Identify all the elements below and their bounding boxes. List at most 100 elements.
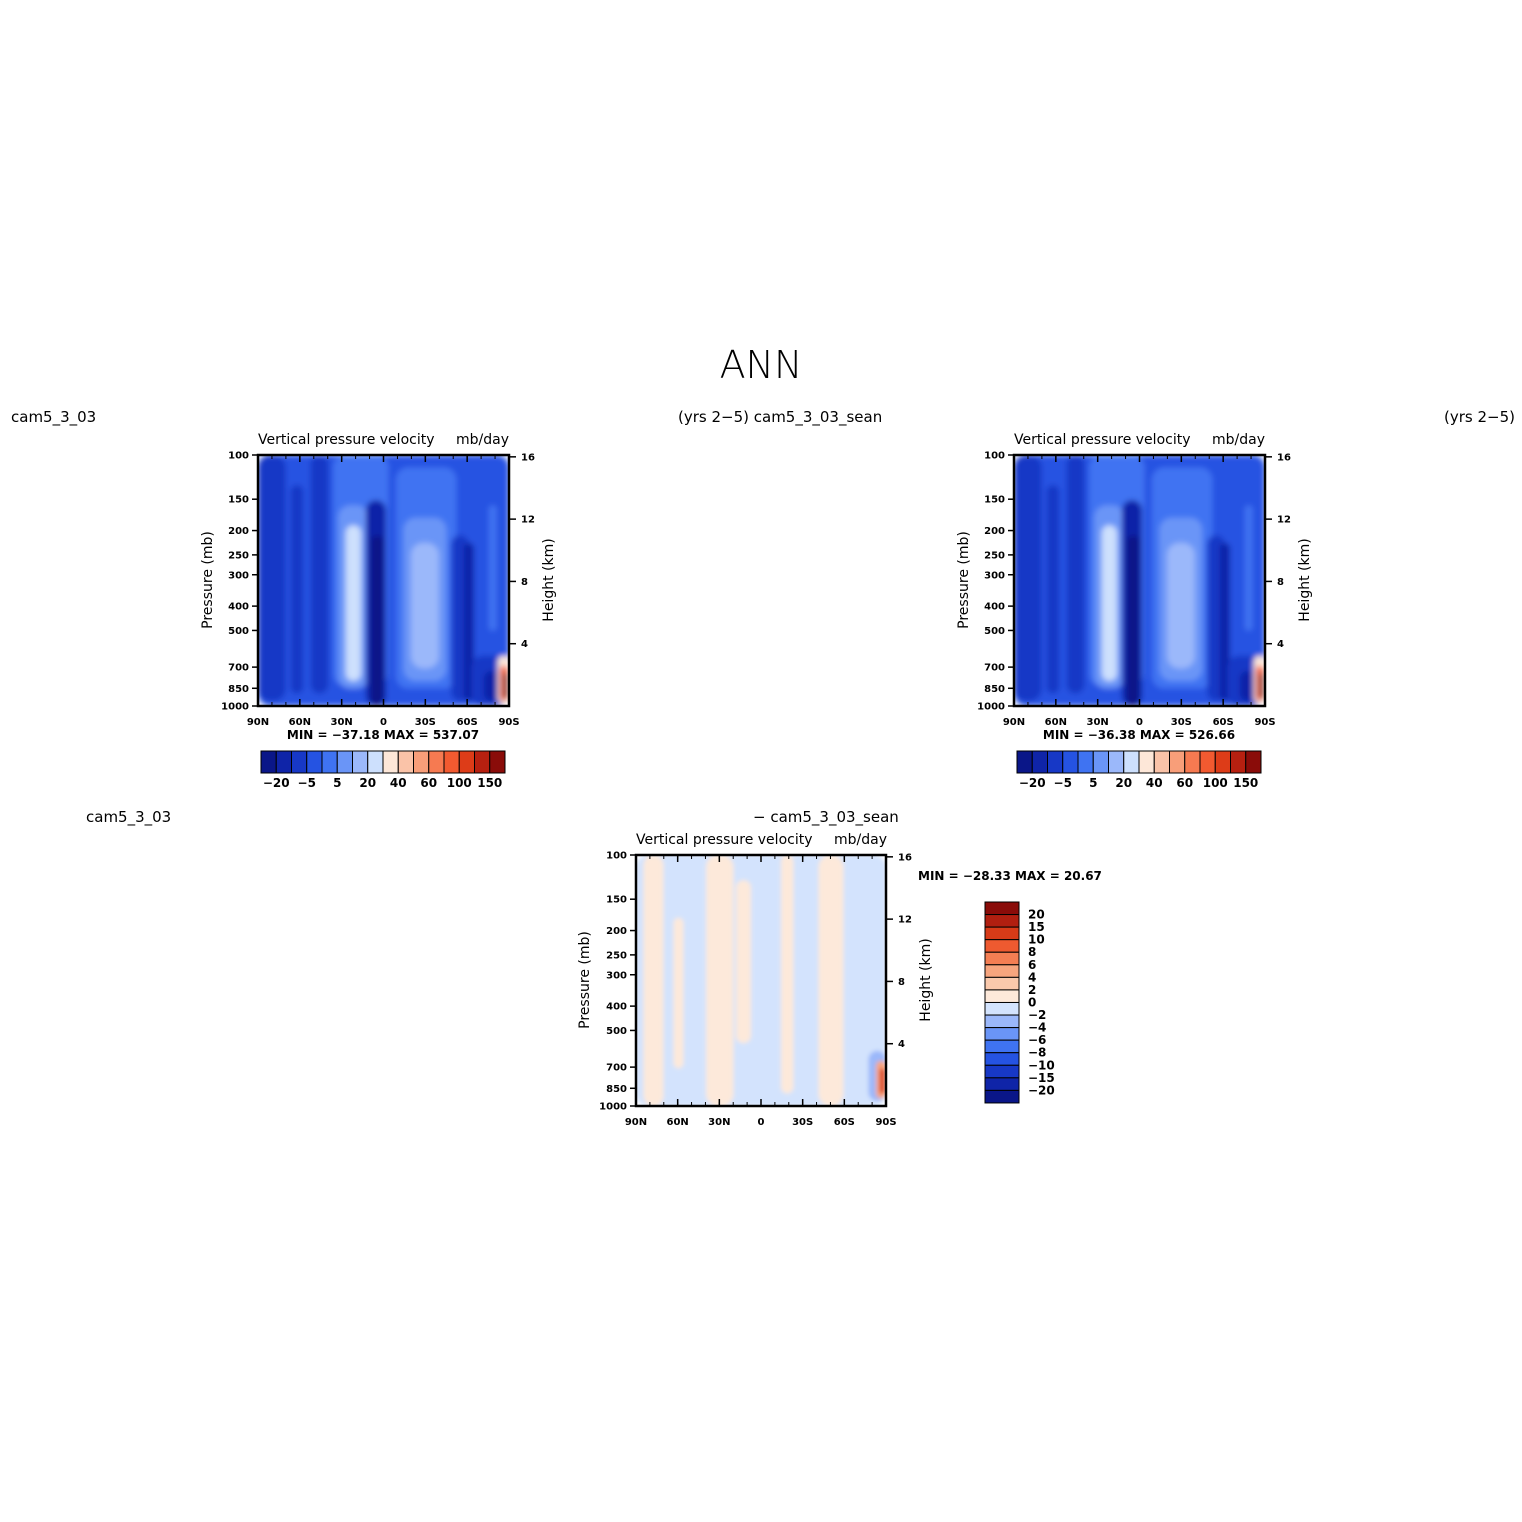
x-tick-label: 90S: [875, 1117, 896, 1128]
x-tick-label: 60N: [1045, 717, 1067, 728]
y-tick-label: 850: [984, 684, 1005, 695]
field-band: [1014, 455, 1042, 701]
y-tick-label: 100: [606, 851, 627, 862]
colorbar-label: 60: [420, 776, 437, 790]
colorbar-box: [1062, 750, 1079, 774]
y-tick-label: 1000: [221, 702, 249, 713]
field-band: [879, 1068, 885, 1094]
colorbar-box: [984, 1064, 1020, 1079]
panel-control-colorbar: −20 −5 5 20 40 60 100 150: [1016, 750, 1262, 790]
x-tick-label: 90S: [498, 717, 519, 728]
y-tick-label: 200: [606, 926, 627, 937]
y-tick-label: 300: [984, 570, 1005, 581]
y-tick-label: 150: [606, 895, 627, 906]
colorbar-box: [984, 964, 1020, 978]
field-band: [1219, 542, 1230, 701]
colorbar-label: 100: [447, 776, 472, 790]
y-tick-label: 250: [228, 550, 249, 561]
panel-difference-ylabel: Pressure (mb): [577, 931, 593, 1029]
top-right-label: (yrs 2−5): [1444, 408, 1515, 426]
height-tick-label: 8: [521, 577, 528, 588]
colorbar-box: [984, 1077, 1020, 1091]
x-tick-label: 90N: [247, 717, 269, 728]
height-tick-label: 16: [1277, 452, 1291, 463]
y-tick-label: 500: [606, 1026, 627, 1037]
panel-control-axes: 100 150 200 250 300 400 500 700 850 1000 90N 60N 30N…: [977, 451, 1291, 729]
field-band: [781, 855, 794, 1094]
colorbar-label: −20: [1019, 776, 1046, 790]
colorbar-label: −15: [1028, 1071, 1055, 1085]
x-tick-label: 30N: [331, 717, 353, 728]
colorbar-box: [428, 750, 445, 774]
x-tick-label: 90N: [625, 1117, 647, 1128]
colorbar-box: [984, 1052, 1020, 1066]
colorbar-label: −10: [1028, 1058, 1055, 1072]
colorbar-box: [1123, 750, 1140, 774]
field-band: [411, 542, 439, 669]
colorbar-box: [443, 750, 460, 774]
x-tick-label: 60S: [1213, 717, 1234, 728]
colorbar-label: −20: [1028, 1083, 1055, 1097]
panel-control-field: [1014, 455, 1265, 706]
y-tick-label: 100: [228, 451, 249, 462]
field-band: [1126, 535, 1140, 706]
panel-model-title-right: mb/day: [456, 432, 509, 448]
panel-control-stats: MIN = −36.38 MAX = 526.66: [1043, 728, 1235, 742]
panel-model-ylabel: Pressure (mb): [200, 531, 216, 629]
y-tick-label: 400: [606, 1002, 627, 1013]
y-tick-label: 200: [228, 526, 249, 537]
colorbar-label: 4: [1028, 970, 1036, 984]
height-tick-label: 12: [1277, 515, 1291, 526]
colorbar-box: [397, 750, 414, 774]
colorbar-box: [413, 750, 430, 774]
colorbar-box: [1016, 750, 1033, 774]
colorbar-label: −6: [1028, 1033, 1046, 1047]
x-tick-label: 0: [758, 1117, 765, 1128]
y-tick-label: 1000: [977, 702, 1005, 713]
field-band: [370, 535, 384, 706]
colorbar-label: 100: [1203, 776, 1228, 790]
colorbar-box: [260, 750, 277, 774]
x-tick-label: 30S: [1171, 717, 1192, 728]
colorbar-box: [1184, 750, 1201, 774]
colorbar-label: 15: [1028, 920, 1045, 934]
y-tick-label: 200: [984, 526, 1005, 537]
colorbar-box: [984, 976, 1020, 991]
field-band: [483, 670, 499, 701]
field-band: [706, 855, 734, 1106]
colorbar-label: 20: [1115, 776, 1132, 790]
colorbar-box: [1153, 750, 1170, 774]
y-tick-label: 850: [228, 684, 249, 695]
colorbar-label: −20: [263, 776, 290, 790]
y-tick-label: 500: [228, 626, 249, 637]
colorbar-box: [352, 750, 369, 774]
colorbar-box: [1092, 750, 1109, 774]
field-band: [1167, 542, 1195, 669]
y-tick-label: 500: [984, 626, 1005, 637]
colorbar-label: −5: [298, 776, 316, 790]
field-band: [258, 455, 286, 701]
colorbar-box: [1031, 750, 1048, 774]
colorbar-label: 150: [1233, 776, 1258, 790]
panel-model-field: [258, 455, 509, 706]
panel-difference-title-left: Vertical pressure velocity: [636, 832, 813, 848]
panel-model-title-left: Vertical pressure velocity: [258, 432, 435, 448]
y-tick-label: 150: [228, 495, 249, 506]
colorbar-box: [474, 750, 491, 774]
y-tick-label: 400: [228, 602, 249, 613]
field-band: [502, 673, 508, 699]
colorbar-box: [984, 901, 1020, 916]
x-tick-label: 30N: [1087, 717, 1109, 728]
panel-model-axes: 100 150 200 250 300 400 500 700 850 1000 90N 60N 30N…: [221, 451, 535, 729]
field-band: [476, 480, 484, 706]
colorbar-box: [984, 1001, 1020, 1016]
top-left-label: cam5_3_03: [11, 408, 96, 427]
panel-control: Vertical pressure velocity mb/day 100 150…: [956, 432, 1313, 790]
field-band: [1046, 485, 1060, 694]
field-band: [1232, 480, 1240, 706]
height-tick-label: 8: [1277, 577, 1284, 588]
height-tick-label: 12: [521, 515, 535, 526]
x-tick-label: 0: [1136, 717, 1143, 728]
y-tick-label: 850: [606, 1084, 627, 1095]
